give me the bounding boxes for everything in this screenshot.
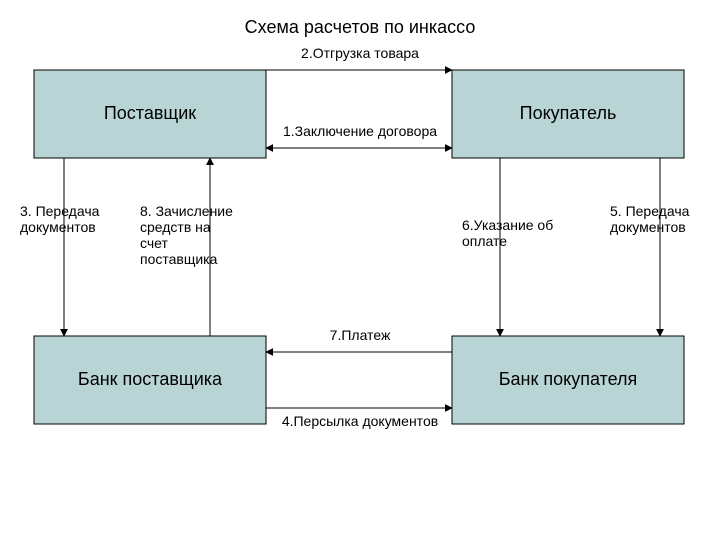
edge-label-e7: 7.Платеж: [330, 327, 391, 343]
node-label-bank_b: Банк покупателя: [499, 369, 638, 389]
edge-label-e2: 2.Отгрузка товара: [301, 45, 419, 61]
node-bank_b: Банк покупателя: [452, 336, 684, 424]
edge-label-e6: 6.Указание обоплате: [462, 217, 553, 249]
node-label-buyer: Покупатель: [520, 103, 617, 123]
edge-label-e3: 3. Передачадокументов: [20, 203, 100, 235]
edge-label-e8: 8. Зачислениесредств насчетпоставщика: [140, 203, 233, 267]
node-supplier: Поставщик: [34, 70, 266, 158]
node-bank_s: Банк поставщика: [34, 336, 266, 424]
diagram-canvas: Схема расчетов по инкассо 2.Отгрузка тов…: [0, 0, 720, 540]
edge-label-e4: 4.Персылка документов: [282, 413, 438, 429]
edge-label-e1: 1.Заключение договора: [283, 123, 437, 139]
diagram-title: Схема расчетов по инкассо: [245, 17, 476, 37]
node-label-bank_s: Банк поставщика: [78, 369, 223, 389]
node-buyer: Покупатель: [452, 70, 684, 158]
node-label-supplier: Поставщик: [104, 103, 196, 123]
edge-label-e5: 5. Передачадокументов: [610, 203, 690, 235]
